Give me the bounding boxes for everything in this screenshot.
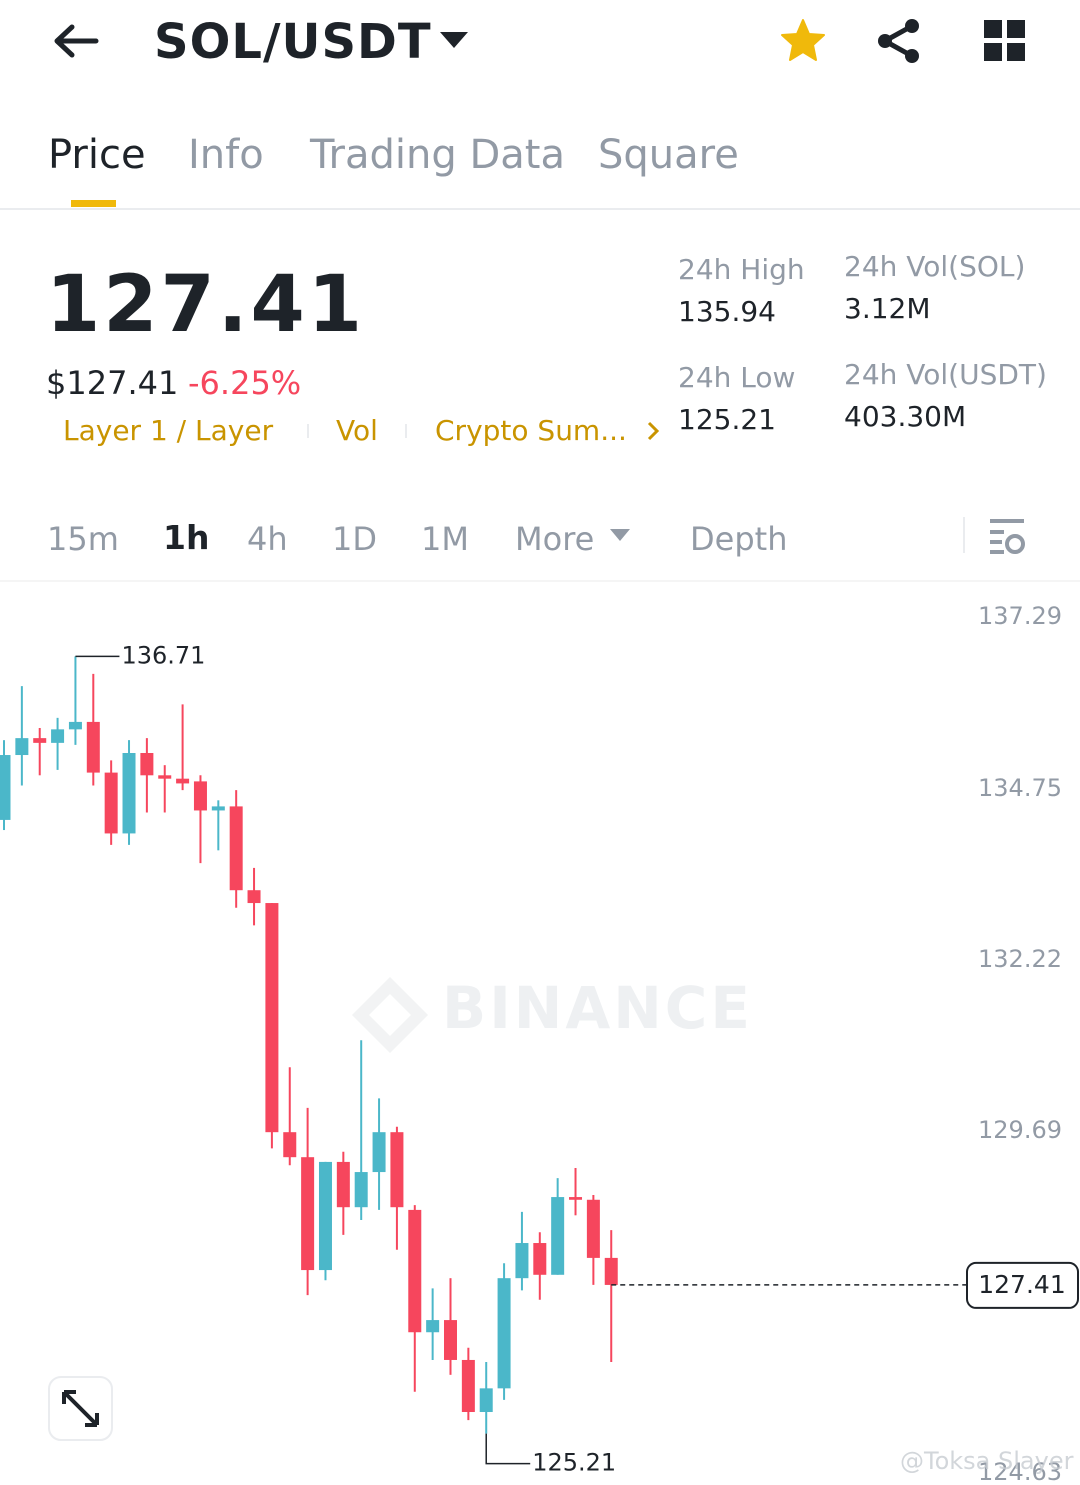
last-price-label: 127.41 <box>978 1270 1065 1299</box>
candle-body <box>461 1359 475 1413</box>
candle-body <box>33 738 47 743</box>
y-tick-label: 129.69 <box>978 1116 1062 1144</box>
candle-body <box>68 721 82 730</box>
candle-body <box>497 1278 511 1389</box>
candle-body <box>372 1132 386 1173</box>
candle-body <box>533 1243 547 1275</box>
candle-body <box>158 775 172 779</box>
candle-body <box>229 806 243 891</box>
candle-body <box>444 1320 457 1360</box>
low-label: 125.21 <box>532 1449 616 1477</box>
last-price-box <box>966 1261 1079 1309</box>
stat-label: 24h High <box>678 253 805 286</box>
tab[interactable]: Price <box>48 132 146 178</box>
candle-body <box>604 1257 618 1285</box>
pair-caret[interactable] <box>440 30 468 50</box>
interval[interactable]: 1D <box>332 520 377 558</box>
divider <box>0 208 1080 210</box>
usd-price: $127.41 <box>46 364 179 402</box>
more-caret[interactable] <box>610 528 630 542</box>
candle-body <box>336 1161 350 1208</box>
candle-body <box>408 1209 422 1333</box>
low-marker <box>485 1433 531 1465</box>
chart-settings-icon[interactable] <box>988 518 1028 556</box>
interval[interactable]: 4h <box>247 520 288 558</box>
watermark-logo <box>352 977 428 1053</box>
credit: @Toksa Slayer <box>900 1447 1074 1475</box>
candlestick-chart: BINANCE 137.29 134.75 132.22 129.69 124.63 136… <box>0 602 1079 1485</box>
candle-body <box>318 1161 332 1271</box>
favorite-icon[interactable] <box>780 18 826 64</box>
candle-body <box>479 1388 493 1413</box>
grid-icon[interactable] <box>984 20 1026 62</box>
candle-body <box>551 1197 565 1275</box>
stat-label: 24h Low <box>678 361 796 394</box>
stat-value: 3.12M <box>844 292 931 325</box>
stat-label: 24h Vol(SOL) <box>844 250 1026 283</box>
candle-body <box>193 781 207 811</box>
candle-body <box>301 1157 315 1271</box>
tab[interactable]: Square <box>598 132 739 178</box>
interval[interactable]: More <box>515 520 595 558</box>
interval[interactable]: Depth <box>690 520 788 558</box>
watermark: BINANCE <box>442 974 753 1042</box>
divider <box>963 517 965 553</box>
pair[interactable]: SOL/USDT <box>154 14 432 70</box>
candle-body <box>515 1243 529 1279</box>
candle-body <box>176 778 190 784</box>
candle-body <box>86 721 100 773</box>
tab[interactable]: Trading Data <box>310 132 565 178</box>
share-icon[interactable] <box>876 18 922 64</box>
candle-body <box>569 1197 583 1200</box>
tag[interactable]: Crypto Sum... <box>435 414 627 447</box>
candle-body <box>51 729 65 743</box>
expand-icon <box>62 1390 99 1427</box>
tab-indicator <box>71 200 116 207</box>
last-price: 127.41 <box>46 260 365 350</box>
y-tick-label: 124.63 <box>978 1458 1062 1485</box>
stat-value: 125.21 <box>678 403 776 436</box>
y-tick-label: 134.75 <box>978 774 1062 802</box>
tag[interactable]: Layer 1 / Layer <box>63 414 274 447</box>
candle-body <box>390 1132 404 1208</box>
y-tick-label: 132.22 <box>978 945 1062 973</box>
candle-body <box>140 753 154 776</box>
candle-body <box>247 890 261 904</box>
high-label: 136.71 <box>121 641 205 669</box>
divider <box>0 580 1080 582</box>
tag-separator <box>405 424 407 438</box>
candle-body <box>265 903 279 1133</box>
tag[interactable]: Vol <box>336 414 378 447</box>
candle-body <box>15 738 29 756</box>
candle-body <box>586 1199 600 1258</box>
candle-body <box>211 806 225 811</box>
stat-value: 403.30M <box>844 400 967 433</box>
interval[interactable]: 15m <box>47 520 119 558</box>
tag-separator <box>307 424 309 438</box>
stat-label: 24h Vol(USDT) <box>844 358 1047 391</box>
candle-body <box>0 755 11 820</box>
price-change: -6.25% <box>188 364 302 402</box>
candle-body <box>122 753 136 834</box>
candle-body <box>283 1132 297 1158</box>
candle-body <box>426 1320 440 1333</box>
tab[interactable]: Info <box>188 132 264 178</box>
interval[interactable]: 1M <box>421 520 469 558</box>
y-tick-label: 137.29 <box>978 602 1062 630</box>
stat-value: 135.94 <box>678 295 776 328</box>
candle-body <box>354 1172 368 1208</box>
back-icon[interactable] <box>50 22 102 62</box>
candle-body <box>104 772 118 834</box>
tags-chevron[interactable] <box>645 420 661 442</box>
interval[interactable]: 1h <box>163 518 210 557</box>
